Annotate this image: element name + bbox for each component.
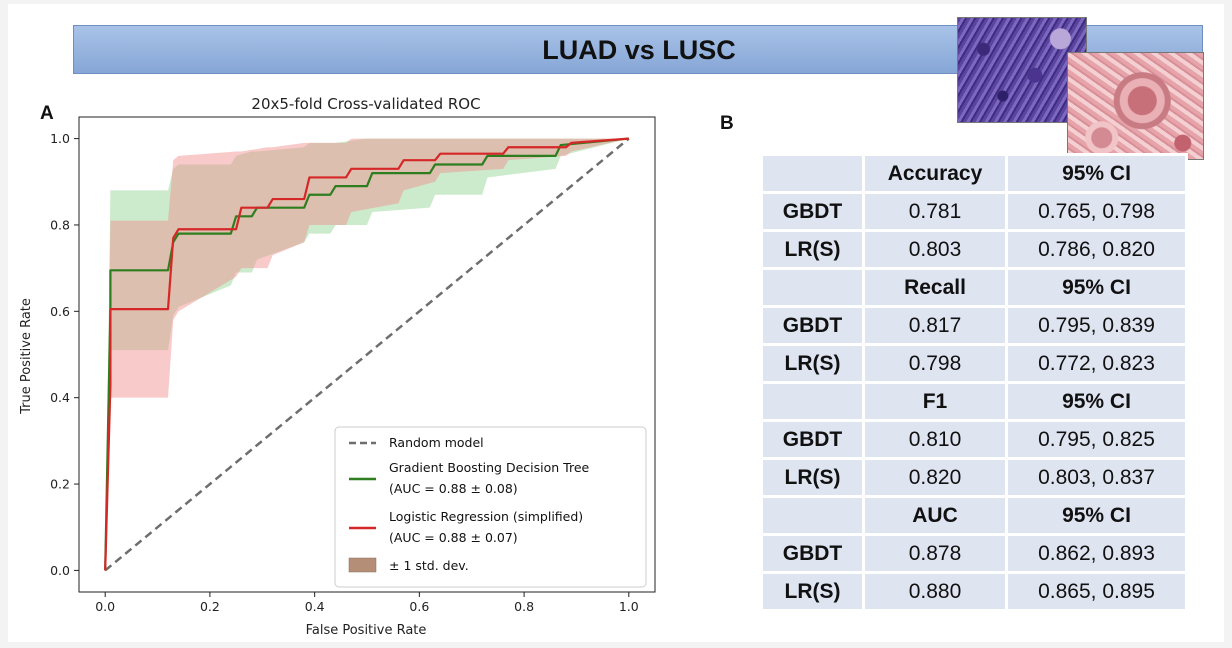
- table-row: GBDT 0.810 0.795, 0.825: [760, 419, 1188, 460]
- ci-value-cell: 0.862, 0.893: [1005, 533, 1188, 574]
- plot-frame: [78, 116, 656, 593]
- std-band-layer: [105, 138, 629, 571]
- legend-box: [334, 426, 647, 588]
- model-name-cell: LR(S): [760, 229, 865, 270]
- table-section-header: F1 95% CI: [760, 381, 1188, 422]
- metric-header: AUC: [862, 495, 1008, 536]
- legend-swatch-band: [348, 557, 377, 573]
- metric-header: Recall: [862, 267, 1008, 308]
- table-row: GBDT 0.817 0.795, 0.839: [760, 305, 1188, 346]
- metric-value-cell: 0.798: [862, 343, 1008, 384]
- table-corner-cell: [760, 267, 865, 308]
- series-layer: [104, 137, 630, 572]
- metric-value-cell: 0.880: [862, 571, 1008, 612]
- model-name-cell: GBDT: [760, 191, 865, 232]
- ci-value-cell: 0.865, 0.895: [1005, 571, 1188, 612]
- y-tick-label: 1.0: [50, 131, 70, 146]
- table-corner-cell: [760, 153, 865, 194]
- ci-value-cell: 0.772, 0.823: [1005, 343, 1188, 384]
- ci-header: 95% CI: [1005, 495, 1188, 536]
- metric-value-cell: 0.878: [862, 533, 1008, 574]
- ci-value-cell: 0.795, 0.825: [1005, 419, 1188, 460]
- panel-label-b: B: [720, 113, 734, 134]
- metric-header: F1: [862, 381, 1008, 422]
- table-row: GBDT 0.781 0.765, 0.798: [760, 191, 1188, 232]
- y-axis-label: True Positive Rate: [19, 298, 34, 415]
- legend-gbdt-auc: (AUC = 0.88 ± 0.08): [389, 481, 518, 496]
- model-name-cell: LR(S): [760, 571, 865, 612]
- table-row: LR(S) 0.880 0.865, 0.895: [760, 571, 1188, 612]
- ci-value-cell: 0.803, 0.837: [1005, 457, 1188, 498]
- table-row: LR(S) 0.803 0.786, 0.820: [760, 229, 1188, 270]
- luad-histology-image: [957, 17, 1087, 123]
- metric-header: Accuracy: [862, 153, 1008, 194]
- y-tick-label: 0.4: [50, 390, 70, 405]
- ci-header: 95% CI: [1005, 153, 1188, 194]
- metric-value-cell: 0.817: [862, 305, 1008, 346]
- legend-lr-auc: (AUC = 0.88 ± 0.07): [389, 530, 518, 545]
- lr-roc-line: [104, 137, 629, 571]
- x-tick-label: 0.0: [95, 599, 115, 614]
- y-tick-label: 0.2: [50, 477, 70, 492]
- table-section-header: AUC 95% CI: [760, 495, 1188, 536]
- table-section-header: Recall 95% CI: [760, 267, 1188, 308]
- y-tick-label: 0.8: [50, 217, 70, 232]
- panel-label-a: A: [40, 103, 54, 124]
- tick-layer: 0.0 0.2 0.4 0.6 0.8 1.0 0.0 0.2 0.4 0.6 0.8 1.0: [50, 131, 639, 614]
- model-name-cell: LR(S): [760, 343, 865, 384]
- metric-value-cell: 0.810: [862, 419, 1008, 460]
- ci-value-cell: 0.786, 0.820: [1005, 229, 1188, 270]
- metric-value-cell: 0.781: [862, 191, 1008, 232]
- ci-value-cell: 0.795, 0.839: [1005, 305, 1188, 346]
- x-tick-label: 0.4: [305, 599, 325, 614]
- metric-value-cell: 0.803: [862, 229, 1008, 270]
- x-tick-label: 0.8: [514, 599, 534, 614]
- legend-gbdt-label: Gradient Boosting Decision Tree: [389, 460, 590, 475]
- metrics-table: Accuracy 95% CI GBDT 0.781 0.765, 0.798 LR(S)…: [760, 153, 1188, 612]
- ci-header: 95% CI: [1005, 381, 1188, 422]
- legend: Random model Gradient Boosting Decision …: [334, 426, 647, 588]
- ci-header: 95% CI: [1005, 267, 1188, 308]
- model-name-cell: LR(S): [760, 457, 865, 498]
- random-model-line: [104, 137, 630, 572]
- legend-lr-label: Logistic Regression (simplified): [389, 509, 583, 524]
- ci-value-cell: 0.765, 0.798: [1005, 191, 1188, 232]
- table-section-header: Accuracy 95% CI: [760, 153, 1188, 194]
- x-tick-label: 0.6: [409, 599, 429, 614]
- model-name-cell: GBDT: [760, 419, 865, 460]
- table-corner-cell: [760, 381, 865, 422]
- chart-title: 20x5-fold Cross-validated ROC: [251, 95, 480, 113]
- lusc-histology-image: [1067, 52, 1204, 160]
- table-row: LR(S) 0.798 0.772, 0.823: [760, 343, 1188, 384]
- gbdt-std-band: [105, 138, 629, 571]
- table-row: LR(S) 0.820 0.803, 0.837: [760, 457, 1188, 498]
- table-row: GBDT 0.878 0.862, 0.893: [760, 533, 1188, 574]
- x-tick-label: 0.2: [200, 599, 220, 614]
- legend-band-label: ± 1 std. dev.: [389, 558, 469, 573]
- x-axis-label: False Positive Rate: [306, 623, 427, 638]
- x-tick-label: 1.0: [619, 599, 639, 614]
- roc-chart: 20x5-fold Cross-validated ROC 0.0 0.2 0.4 0…: [19, 95, 656, 638]
- model-name-cell: GBDT: [760, 305, 865, 346]
- model-name-cell: GBDT: [760, 533, 865, 574]
- metric-value-cell: 0.820: [862, 457, 1008, 498]
- legend-random-label: Random model: [389, 435, 484, 450]
- y-tick-label: 0.0: [50, 563, 70, 578]
- table-corner-cell: [760, 495, 865, 536]
- lr-std-band: [105, 138, 629, 571]
- slide-title: LUAD vs LUSC: [542, 35, 736, 65]
- y-tick-label: 0.6: [50, 304, 70, 319]
